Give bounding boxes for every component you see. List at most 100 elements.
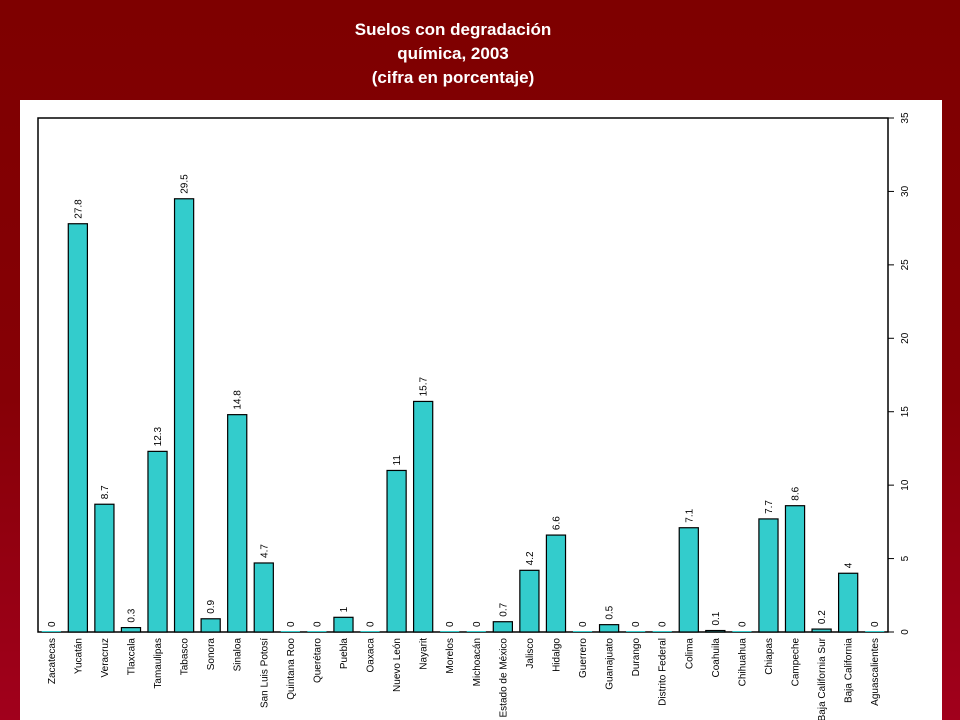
bar-18	[519, 569, 540, 633]
value-label-15: 0	[445, 621, 456, 627]
category-label-3: Tlaxcala	[126, 638, 137, 676]
bar-20	[572, 631, 593, 632]
bar-23	[652, 631, 672, 632]
value-label-21: 0.5	[605, 605, 616, 619]
category-label-4: Tamaulipas	[153, 638, 164, 689]
y-tick-label-4: 20	[900, 332, 911, 344]
value-label-30: 4	[844, 562, 855, 568]
bar-31	[865, 631, 885, 632]
title-line-2: química, 2003	[397, 44, 509, 63]
bar-14	[412, 400, 434, 633]
value-label-10: 0	[312, 621, 323, 627]
value-label-26: 0	[737, 621, 748, 627]
bar-5	[173, 198, 195, 633]
value-label-28: 8.6	[791, 486, 802, 500]
bar-10	[307, 631, 327, 632]
bar-30	[837, 572, 859, 633]
bar-19	[545, 534, 567, 633]
category-label-9: Quintana Roo	[286, 638, 297, 700]
bar-9	[280, 631, 300, 632]
value-label-23: 0	[658, 621, 669, 627]
bar-15	[440, 631, 460, 632]
bar-28	[784, 505, 806, 633]
value-label-19: 6.6	[551, 516, 562, 530]
value-label-14: 15.7	[419, 377, 430, 397]
category-label-10: Querétaro	[312, 638, 323, 683]
value-label-8: 4.7	[259, 544, 270, 558]
value-label-2: 8.7	[100, 485, 111, 499]
bar-16	[466, 631, 486, 632]
bar-12	[360, 631, 380, 632]
plot-frame	[37, 117, 889, 633]
bar-1	[67, 223, 89, 633]
bar-29	[811, 628, 832, 633]
category-label-29: Baja California Sur	[817, 637, 828, 720]
bar-21	[598, 624, 620, 633]
value-label-18: 4.2	[525, 551, 536, 565]
value-label-4: 12.3	[153, 426, 164, 446]
value-label-5: 29.5	[180, 174, 191, 194]
category-label-13: Nuevo León	[392, 638, 403, 692]
bar-7	[227, 414, 248, 633]
y-tick-label-1: 5	[900, 555, 911, 561]
title-line-1: Suelos con degradación	[354, 20, 552, 39]
value-label-9: 0	[286, 621, 297, 627]
category-label-5: Tabasco	[180, 638, 191, 676]
chart-panel: 0 5 10 15 20 25 30 35 0 Zacatecas 27.8 Yucatán 8.7 Ve…	[20, 100, 942, 720]
category-label-22: Durango	[631, 638, 642, 677]
bar-4	[147, 450, 168, 633]
category-label-24: Colima	[684, 638, 695, 670]
bar-26	[732, 631, 752, 632]
y-tick-label-3: 15	[900, 406, 911, 418]
value-label-27: 7.7	[764, 500, 775, 514]
value-label-6: 0.9	[206, 599, 217, 613]
y-tick-label-7: 35	[900, 112, 911, 124]
bar-17	[492, 621, 514, 633]
category-label-28: Campeche	[791, 638, 802, 687]
bar-25	[705, 629, 726, 633]
value-label-17: 0.7	[498, 602, 509, 616]
chart-title: Suelos con degradación química, 2003 (ci…	[0, 18, 906, 90]
bar-2	[94, 503, 115, 633]
value-label-24: 7.1	[684, 508, 695, 522]
value-label-7: 14.8	[233, 390, 244, 410]
category-label-11: Puebla	[339, 638, 350, 670]
bar-chart: 051015202530350Zacatecas27.8Yucatán8.7Ve…	[37, 112, 911, 720]
category-label-18: Jalisco	[525, 638, 536, 669]
category-label-12: Oaxaca	[366, 638, 377, 673]
category-label-6: Sonora	[206, 638, 217, 671]
category-label-20: Guerrero	[578, 638, 589, 678]
category-label-14: Nayarit	[419, 638, 430, 670]
value-label-31: 0	[870, 621, 881, 627]
category-label-7: Sinaloa	[233, 638, 244, 672]
value-label-13: 11	[392, 455, 403, 466]
value-label-20: 0	[578, 621, 589, 627]
category-label-23: Distrito Federal	[658, 638, 669, 706]
y-tick-label-5: 25	[900, 259, 911, 271]
y-tick-label-6: 30	[900, 185, 911, 197]
bar-0	[41, 631, 61, 632]
category-label-17: Estado de México	[498, 638, 509, 718]
value-label-0: 0	[47, 621, 58, 627]
category-label-8: San Luis Potosí	[259, 638, 270, 708]
category-label-16: Michoacán	[472, 638, 483, 686]
category-label-27: Chiapas	[764, 638, 775, 675]
category-label-26: Chihuahua	[737, 638, 748, 687]
bar-11	[333, 616, 354, 633]
category-label-0: Zacatecas	[47, 638, 58, 684]
category-label-15: Morelos	[445, 638, 456, 674]
bar-24	[678, 527, 699, 633]
bar-13	[386, 469, 407, 633]
bar-6	[200, 618, 221, 633]
category-label-19: Hidalgo	[551, 638, 562, 672]
bar-27	[758, 518, 779, 633]
value-label-11: 1	[339, 606, 350, 612]
value-label-1: 27.8	[73, 199, 84, 219]
category-label-25: Coahuila	[711, 638, 722, 678]
category-label-21: Guanajuato	[605, 638, 616, 690]
y-tick-label-2: 10	[900, 479, 911, 491]
value-label-29: 0.2	[817, 610, 828, 624]
value-label-3: 0.3	[126, 608, 137, 622]
y-tick-label-0: 0	[900, 629, 911, 635]
title-line-3: (cifra en porcentaje)	[371, 68, 535, 87]
